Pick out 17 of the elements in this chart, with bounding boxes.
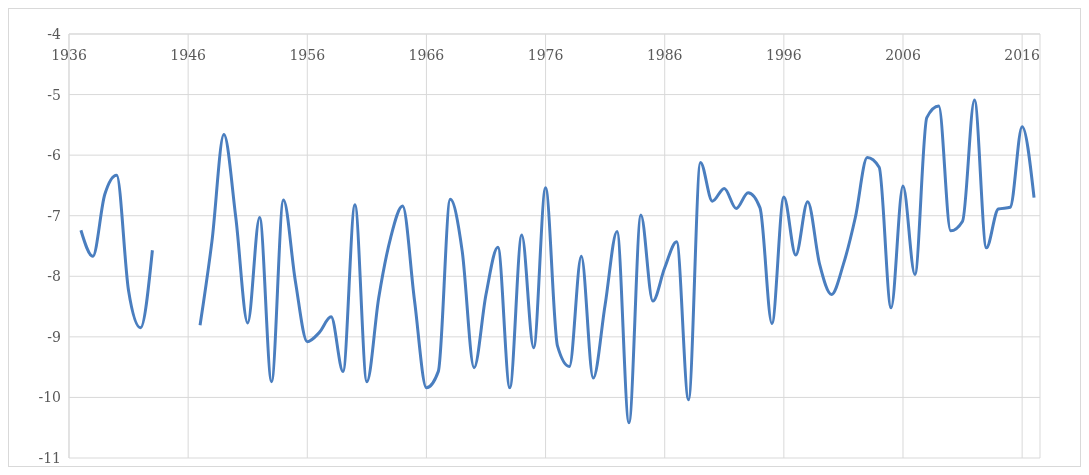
y-tick-label: -11	[38, 449, 61, 466]
y-tick-label: -4	[47, 25, 62, 42]
x-tick-label: 1966	[408, 47, 445, 63]
x-tick-label: 1946	[170, 47, 207, 63]
x-tick-label: 1986	[646, 47, 683, 63]
y-tick-label: -6	[47, 147, 62, 164]
y-tick-label: -10	[38, 389, 61, 406]
x-tick-label: 2016	[1004, 47, 1041, 63]
y-tick-label: -9	[47, 328, 61, 345]
x-tick-label: 1956	[289, 47, 326, 63]
x-tick-label: 2006	[885, 47, 921, 63]
y-tick-label: -5	[47, 86, 61, 103]
x-tick-label: 1976	[527, 47, 564, 63]
y-tick-label: -8	[47, 268, 61, 285]
x-tick-label: 1936	[51, 47, 87, 63]
y-tick-label: -7	[47, 207, 61, 224]
x-tick-label: 1996	[766, 47, 802, 63]
